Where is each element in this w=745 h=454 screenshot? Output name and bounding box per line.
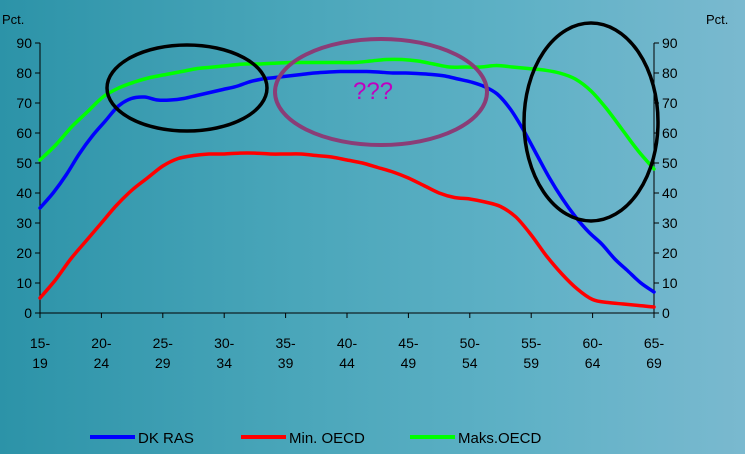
x-tick-label-line: 50-	[460, 335, 481, 351]
chart-legend: DK RAS Min. OECD Maks.OECD	[90, 430, 542, 447]
x-tick-label: 50-54	[460, 335, 481, 371]
y-tick-label-left: 60	[16, 125, 32, 141]
x-tick-label-line: 64	[585, 355, 601, 371]
y-tick-label-right: 40	[662, 185, 678, 201]
x-tick-label-line: 45-	[398, 335, 419, 351]
x-tick-label-line: 30-	[214, 335, 235, 351]
legend-label: Min. OECD	[289, 430, 365, 447]
y-tick-label-right: 80	[662, 65, 678, 81]
x-tick-label-line: 20-	[91, 335, 112, 351]
x-tick-label: 35-39	[275, 335, 296, 371]
chart-annotations: ???	[105, 21, 660, 223]
x-tick-label-line: 19	[32, 355, 48, 371]
y-tick-label-left: 90	[16, 35, 32, 51]
y-tick-label-right: 70	[662, 95, 678, 111]
x-tick-label-line: 29	[155, 355, 171, 371]
y-tick-label-left: 80	[16, 65, 32, 81]
series-line-min-oecd	[38, 151, 656, 309]
x-tick-label-line: 34	[216, 355, 232, 371]
y-tick-label-right: 10	[662, 275, 678, 291]
y-tick-label-right: 0	[662, 305, 670, 321]
y-tick-label-left: 40	[16, 185, 32, 201]
legend-label: DK RAS	[138, 430, 194, 447]
legend-label: Maks.OECD	[458, 430, 542, 447]
x-tick-label: 45-49	[398, 335, 419, 371]
y-tick-label-left: 20	[16, 245, 32, 261]
x-tick-label-line: 25-	[153, 335, 174, 351]
y-axis-unit-left: Pct.	[2, 12, 24, 27]
chart-axes: Pct. Pct. 0 0 10 10 20 20 30 30 40 40 50 50 60 60 70 70 80…	[2, 12, 728, 371]
y-tick-label-right: 50	[662, 155, 678, 171]
x-tick-label-line: 65-	[644, 335, 665, 351]
y-tick-label-left: 30	[16, 215, 32, 231]
x-tick-label-line: 59	[523, 355, 539, 371]
annotation-ellipse	[522, 21, 660, 223]
x-tick-label: 15-19	[30, 335, 51, 371]
y-tick-label-left: 70	[16, 95, 32, 111]
x-tick-label-line: 60-	[582, 335, 603, 351]
x-tick-label-line: 54	[462, 355, 478, 371]
series-line-maks-oecd	[38, 57, 656, 171]
y-tick-label-right: 90	[662, 35, 678, 51]
x-tick-label-line: 55-	[521, 335, 542, 351]
y-axis-unit-right: Pct.	[706, 12, 728, 27]
x-tick-label: 60-64	[582, 335, 603, 371]
annotation-ellipse	[105, 43, 269, 133]
x-tick-label: 25-29	[153, 335, 174, 371]
x-tick-label: 20-24	[91, 335, 112, 371]
x-tick-label: 40-44	[337, 335, 358, 371]
y-tick-label-right: 20	[662, 245, 678, 261]
x-tick-label-line: 39	[278, 355, 294, 371]
x-tick-label: 30-34	[214, 335, 235, 371]
annotation-question-text: ???	[353, 78, 393, 105]
x-tick-label-line: 44	[339, 355, 355, 371]
series-line-dk-ras	[38, 69, 656, 294]
x-tick-label-line: 35-	[275, 335, 296, 351]
x-tick-label-line: 69	[646, 355, 662, 371]
y-tick-label-left: 0	[24, 305, 32, 321]
x-tick-label-line: 15-	[30, 335, 51, 351]
y-tick-label-right: 30	[662, 215, 678, 231]
y-tick-label-left: 10	[16, 275, 32, 291]
x-tick-label-line: 24	[94, 355, 110, 371]
y-tick-label-left: 50	[16, 155, 32, 171]
chart-series	[38, 57, 656, 309]
x-tick-label: 55-59	[521, 335, 542, 371]
x-tick-label-line: 49	[401, 355, 417, 371]
x-tick-label: 65-69	[644, 335, 665, 371]
annotation-ellipse	[273, 37, 489, 147]
y-tick-label-right: 60	[662, 125, 678, 141]
x-tick-label-line: 40-	[337, 335, 358, 351]
